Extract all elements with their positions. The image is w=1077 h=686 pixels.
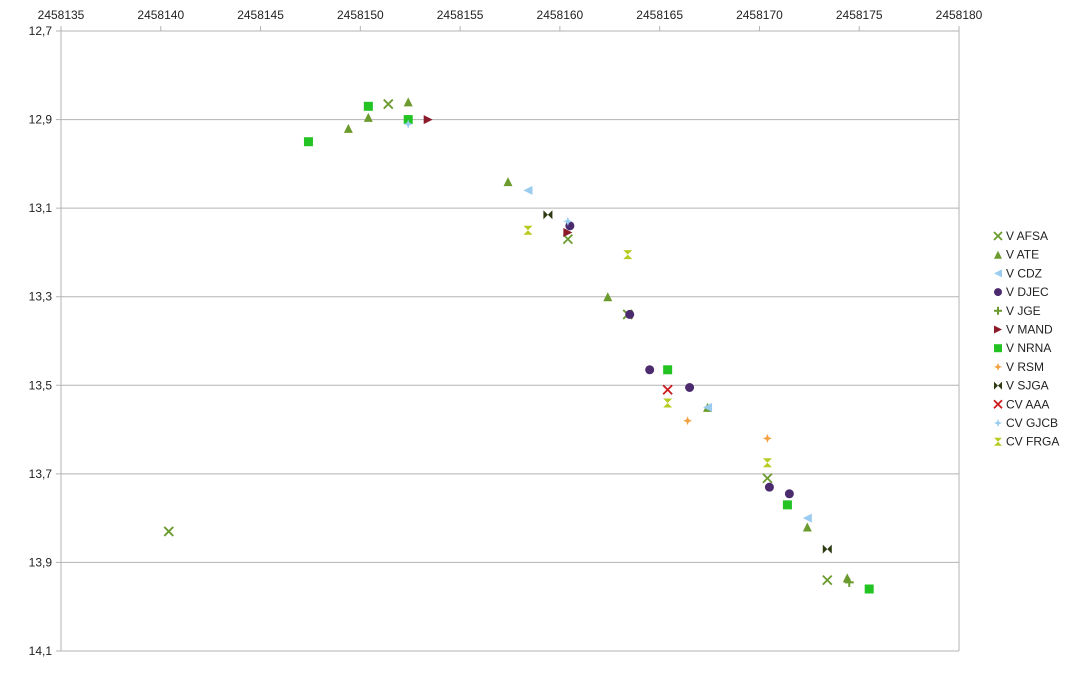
data-point: [363, 101, 373, 111]
legend-marker: [994, 250, 1002, 259]
data-point: [563, 228, 573, 237]
legend-label: V MAND: [1006, 323, 1053, 337]
legend-label: V AFSA: [1006, 229, 1048, 243]
legend-marker: [994, 306, 1002, 315]
data-point: [683, 416, 693, 426]
x-tick-label: 2458135: [38, 8, 85, 22]
legend-item: CV GJCB: [994, 416, 1058, 430]
legend-label: CV AAA: [1006, 397, 1049, 411]
legend-label: CV FRGA: [1006, 435, 1059, 449]
data-point: [363, 112, 373, 122]
data-point: [543, 210, 553, 220]
x-tick-label: 2458150: [337, 8, 384, 22]
legend-label: V NRNA: [1006, 341, 1051, 355]
y-tick-label: 13,1: [29, 201, 53, 215]
y-tick-label: 13,5: [29, 378, 53, 392]
x-tick-label: 2458145: [237, 8, 284, 22]
x-tick-label: 2458170: [736, 8, 783, 22]
legend-label: V CDZ: [1006, 266, 1042, 280]
data-point: [625, 309, 635, 319]
data-point: [762, 433, 772, 443]
data-point: [523, 185, 533, 195]
y-tick-label: 13,9: [29, 555, 53, 569]
legend-marker: [994, 381, 1002, 390]
legend-marker: [993, 231, 1003, 241]
x-tick-label: 2458175: [836, 8, 883, 22]
data-point: [784, 489, 794, 499]
data-point: [623, 250, 633, 260]
data-point: [663, 365, 673, 375]
legend-marker: [994, 269, 1002, 278]
data-point: [403, 97, 413, 107]
data-point: [762, 473, 773, 484]
data-point: [685, 383, 695, 392]
data-point: [523, 225, 533, 235]
legend-item: V JGE: [994, 304, 1041, 318]
legend: V AFSA V ATE V CDZ V DJEC V JGE V MAND V NRNA V…: [993, 229, 1059, 449]
legend-item: V ATE: [994, 248, 1039, 262]
legend-marker: [994, 325, 1002, 334]
data-point: [423, 115, 433, 125]
y-tick-label: 14,1: [29, 644, 53, 658]
legend-marker: [994, 437, 1002, 446]
x-tick-label: 2458180: [936, 8, 983, 22]
data-point: [403, 119, 413, 129]
legend-marker: [994, 288, 1002, 297]
legend-label: CV GJCB: [1006, 416, 1058, 430]
data-point: [782, 500, 792, 510]
data-point: [802, 522, 812, 532]
legend-label: V JGE: [1006, 304, 1041, 318]
data-point: [822, 575, 833, 586]
legend-marker: [994, 419, 1002, 427]
y-tick-label: 13,3: [29, 290, 53, 304]
legend-item: V DJEC: [994, 285, 1049, 299]
legend-item: V MAND: [994, 323, 1053, 337]
data-point: [703, 402, 713, 412]
legend-item: V RSM: [994, 360, 1044, 374]
y-tick-label: 12,7: [29, 24, 53, 38]
data-point: [662, 384, 673, 395]
y-tick-label: 13,7: [29, 467, 53, 481]
legend-marker: [993, 399, 1003, 409]
legend-marker: [994, 362, 1002, 371]
x-tick-label: 2458155: [437, 8, 484, 22]
data-point: [603, 292, 613, 302]
legend-label: V ATE: [1006, 248, 1039, 262]
data-point: [645, 365, 655, 375]
legend-label: V DJEC: [1006, 285, 1049, 299]
data-point: [303, 137, 313, 147]
legend-item: CV AAA: [993, 397, 1049, 411]
x-tick-label: 2458140: [137, 8, 184, 22]
legend-marker: [994, 344, 1002, 353]
data-point: [563, 216, 573, 226]
x-tick-label: 2458165: [636, 8, 683, 22]
data-point: [822, 544, 832, 554]
data-point: [503, 177, 513, 187]
data-point: [163, 526, 174, 537]
data-point: [343, 123, 353, 133]
y-tick-label: 12,9: [29, 113, 53, 127]
data-point: [383, 98, 394, 110]
data-point: [802, 513, 812, 523]
legend-item: CV FRGA: [994, 435, 1059, 449]
grid-lines: [61, 30, 959, 652]
data-points: [163, 97, 874, 594]
legend-label: V SJGA: [1006, 379, 1049, 393]
data-point: [663, 398, 673, 408]
x-tick-label: 2458160: [537, 8, 584, 22]
data-point: [864, 584, 874, 594]
legend-item: V CDZ: [994, 266, 1042, 280]
legend-label: V RSM: [1006, 360, 1044, 374]
legend-item: V AFSA: [993, 229, 1048, 243]
data-point: [762, 458, 772, 468]
data-point: [844, 577, 854, 587]
data-point: [842, 573, 852, 583]
axes: 2458135 2458140 2458145 2458150 2458155 24581…: [29, 8, 983, 658]
legend-item: V SJGA: [994, 379, 1049, 393]
legend-item: V NRNA: [994, 341, 1051, 355]
data-point: [764, 482, 774, 492]
